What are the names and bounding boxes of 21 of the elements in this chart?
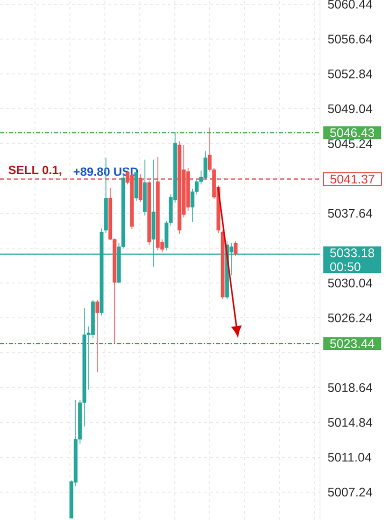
candlestick xyxy=(234,240,238,256)
ref-line-label: 5033.18 xyxy=(330,248,374,258)
ref-line-label: 5046.43 xyxy=(330,128,374,138)
annotation: SELL 0.1, xyxy=(8,166,62,176)
candlestick xyxy=(138,174,142,202)
y-tick-label: 5056.64 xyxy=(328,34,372,44)
ref-line-label: 5041.37 xyxy=(330,174,374,184)
y-tick-label: 5052.84 xyxy=(328,70,372,78)
y-tick-label: 5007.24 xyxy=(328,488,372,497)
y-tick-label: 5014.84 xyxy=(328,418,372,427)
y-tick-label: 5030.04 xyxy=(328,278,372,288)
text: 00:50 xyxy=(330,262,360,272)
candlestick xyxy=(95,300,100,373)
y-tick-label: 5045.24 xyxy=(328,139,372,148)
y-tick-label: 5060.44 xyxy=(328,0,372,9)
y-tick-label: 5011.04 xyxy=(328,452,372,462)
y-tick-label: 5049.04 xyxy=(328,104,372,114)
y-tick-label: 5018.64 xyxy=(328,383,372,392)
y-tick-label: 5037.64 xyxy=(328,208,372,218)
y-tick-label: 5026.24 xyxy=(328,313,372,322)
ref-line-label: 5023.44 xyxy=(330,339,374,348)
